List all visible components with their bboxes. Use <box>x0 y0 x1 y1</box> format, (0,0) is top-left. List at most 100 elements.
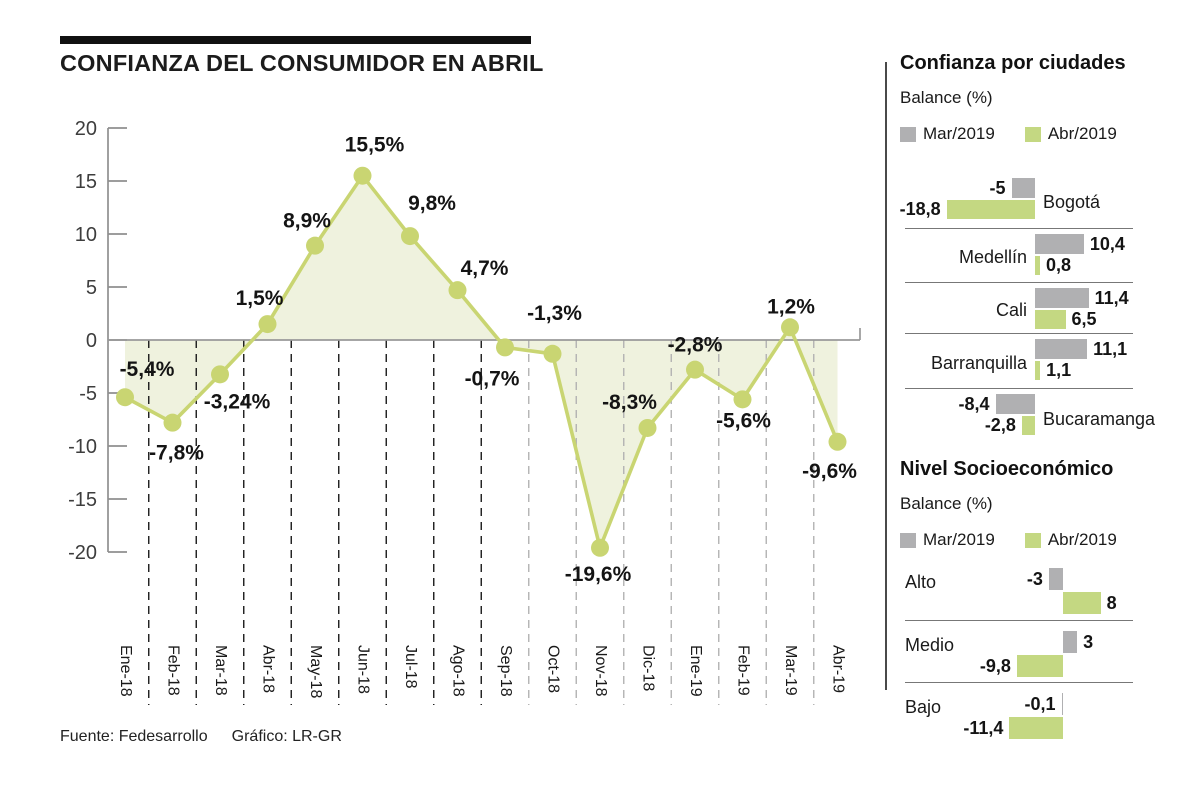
data-point-marker <box>448 281 467 300</box>
data-point-marker <box>733 390 752 409</box>
y-axis-label: -10 <box>68 436 97 458</box>
legend-swatch-abr2019-icon <box>1024 126 1041 142</box>
x-axis-label: Ene-19 <box>687 645 704 697</box>
data-point-label: -1,3% <box>527 302 582 325</box>
y-axis-label: -5 <box>79 383 97 405</box>
legend-label-mar2019: Mar/2019 <box>923 124 995 143</box>
y-axis-label: 10 <box>75 224 97 246</box>
bar-mar2019 <box>1035 288 1089 308</box>
data-point-marker <box>591 538 609 557</box>
cities-section-title: Confianza por ciudades <box>900 52 1126 74</box>
x-axis-label: Mar-19 <box>782 645 799 696</box>
row-separator <box>905 620 1133 621</box>
data-point-label: -19,6% <box>565 563 632 586</box>
bar-mar2019 <box>1035 339 1088 359</box>
bar-value-label: -18,8 <box>899 199 941 219</box>
data-point-marker <box>686 360 704 379</box>
data-point-label: -7,8% <box>149 442 204 465</box>
x-axis-label: Jun-18 <box>355 645 372 694</box>
x-axis-label: Mar-18 <box>212 645 229 696</box>
bar-abr2019 <box>1021 416 1035 435</box>
x-axis-label: Jul-18 <box>402 645 419 689</box>
bar-row-bucaramanga: -8,4 -2,8 Bucaramanga <box>885 388 1200 445</box>
page-title: CONFIANZA DEL CONSUMIDOR EN ABRIL <box>60 50 544 76</box>
y-axis-label: -15 <box>68 489 97 511</box>
y-axis-label: 20 <box>75 118 97 140</box>
data-point-label: -3,24% <box>204 390 271 413</box>
x-axis-label: Feb-18 <box>165 645 182 696</box>
bar-row-medelln: 10,4 0,8 Medellín <box>885 228 1200 282</box>
bar-abr2019 <box>1016 655 1063 677</box>
x-axis-label: Sep-18 <box>497 645 514 697</box>
data-point-label: 4,7% <box>461 257 509 280</box>
bar-mar2019 <box>1063 631 1078 653</box>
data-point-marker <box>781 318 799 337</box>
bar-mar2019 <box>1048 568 1063 590</box>
panel-divider <box>885 62 887 690</box>
data-point-label: -0,7% <box>465 367 520 390</box>
x-axis-label: Ene-18 <box>117 645 134 697</box>
socio-balance-label: Balance (%) <box>900 494 993 513</box>
bar-mar2019 <box>1011 178 1035 198</box>
x-axis-label: Abr-19 <box>830 645 847 693</box>
data-point-label: -8,3% <box>602 391 657 414</box>
x-axis-label: May-18 <box>307 645 324 698</box>
socio-section-title: Nivel Socioeconómico <box>900 458 1114 480</box>
bar-value-label: 8 <box>1106 593 1117 613</box>
data-point-label: -5,4% <box>120 358 175 381</box>
footer: Fuente: Fedesarrollo Gráfico: LR-GR <box>60 728 342 746</box>
x-axis-label: Feb-19 <box>735 645 752 696</box>
legend-swatch-mar2019-icon <box>900 126 916 142</box>
data-point-label: -5,6% <box>716 409 771 432</box>
legend-label-abr2019: Abr/2019 <box>1047 530 1117 549</box>
bar-value-label: -8,4 <box>958 394 990 414</box>
legend-label-abr2019: Abr/2019 <box>1047 124 1117 143</box>
bar-row-alto: -3 8 Alto <box>885 560 1200 620</box>
legend-label-mar2019: Mar/2019 <box>923 530 995 549</box>
data-point-marker <box>116 388 134 407</box>
data-point-marker <box>638 418 657 437</box>
bar-value-label: -3 <box>1026 569 1043 589</box>
consumer-confidence-line-chart: 20 15 10 5 0 -5 -10 -15 -20 -5,4% -7,8% -3,24% 1,5% 8… <box>68 118 861 705</box>
bar-mar2019 <box>1035 234 1084 254</box>
bar-value-label: 11,4 <box>1094 288 1129 308</box>
bar-value-label: 3 <box>1083 632 1094 652</box>
data-point-label: 8,9% <box>283 210 331 233</box>
bar-row-bajo: -0,1 -11,4 Bajo <box>885 685 1200 745</box>
data-point-marker <box>543 344 562 363</box>
bar-abr2019 <box>1063 592 1101 614</box>
source-label: Fuente: Fedesarrollo <box>60 728 208 745</box>
y-axis-label: 0 <box>86 330 97 352</box>
legend-swatch-mar2019-icon <box>900 532 916 548</box>
category-label: Medellín <box>958 247 1027 267</box>
category-label: Medio <box>905 635 955 655</box>
legend-swatch-abr2019-icon <box>1024 532 1041 548</box>
bar-value-label: 0,8 <box>1046 255 1072 275</box>
data-point-marker <box>163 413 182 432</box>
bar-value-label: 6,5 <box>1071 309 1097 329</box>
bar-abr2019 <box>946 200 1035 219</box>
x-axis-label: Nov-18 <box>592 645 609 697</box>
row-separator <box>905 333 1133 334</box>
data-point-label: -9,6% <box>802 460 857 483</box>
y-axis-label: 5 <box>86 277 97 299</box>
bar-value-label: -9,8 <box>979 656 1011 676</box>
row-separator <box>905 282 1133 283</box>
title-accent-bar <box>60 36 531 44</box>
data-point-marker <box>211 365 229 384</box>
data-point-label: 9,8% <box>408 192 456 215</box>
y-axis-label: -20 <box>68 542 97 564</box>
category-label: Barranquilla <box>930 352 1027 373</box>
bar-value-label: 1,1 <box>1046 360 1072 380</box>
x-axis-label: Abr-18 <box>260 645 277 693</box>
bar-abr2019 <box>1009 717 1063 739</box>
bar-value-label: -5 <box>989 178 1006 198</box>
bar-value-label: -11,4 <box>963 718 1004 738</box>
category-label: Cali <box>995 299 1027 320</box>
x-axis-label: Ago-18 <box>450 645 467 697</box>
bar-value-label: 11,1 <box>1093 339 1128 359</box>
bar-row-medio: 3 -9,8 Medio <box>885 623 1200 682</box>
socio-legend: Mar/2019 Abr/2019 <box>900 530 1117 550</box>
data-point-marker <box>306 236 324 255</box>
category-label: Bucaramanga <box>1043 408 1156 429</box>
